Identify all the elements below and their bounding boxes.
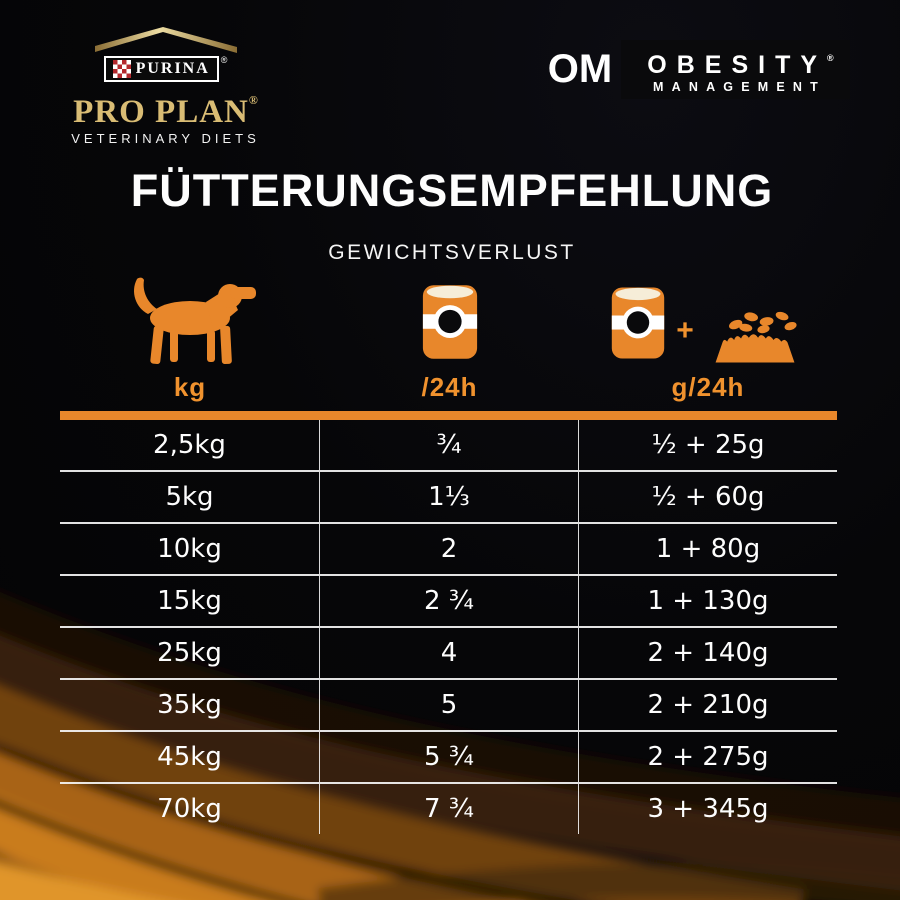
purina-wordmark: PURINA (135, 60, 210, 77)
can-plus-grams-cell: 3 + 345g (647, 794, 769, 824)
purina-checkerboard-icon (112, 60, 131, 78)
om-code: OM (547, 47, 613, 91)
cans-per-day-cell: 4 (320, 628, 579, 678)
purina-wordmark-box: PURINA (103, 56, 219, 82)
weight-cell: 70kg (60, 784, 320, 834)
table-row: 35kg 5 2 + 210g (60, 680, 837, 732)
banner-title: FÜTTERUNGSEMPFEHLUNG (130, 165, 774, 216)
table-row: 25kg 4 2 + 140g (60, 628, 837, 680)
column-label-kg: kg (173, 372, 207, 402)
table-icon-header: kg /24h (60, 268, 837, 403)
can-plus-grams-cell: 2 + 210g (647, 690, 769, 720)
weight-cell: 5kg (60, 472, 320, 522)
cans-per-day-cell: 1⅓ (320, 472, 579, 522)
feeding-table: 2,5kg ¾ ½ + 25g 5kg 1⅓ ½ + 60g 10kg 2 1 … (60, 411, 837, 834)
purina-registered-mark: ® (220, 55, 228, 65)
weight-cell: 15kg (60, 576, 320, 626)
obesity-registered-mark: ® (827, 52, 834, 63)
column-cans-per-day: /24h (320, 268, 579, 403)
obesity-management-box: OBESITY® MANAGEMENT (621, 40, 850, 99)
weight-cell: 10kg (60, 524, 320, 574)
table-rows: 2,5kg ¾ ½ + 25g 5kg 1⅓ ½ + 60g 10kg 2 1 … (60, 420, 837, 834)
om-obesity-management-badge: OM OBESITY® MANAGEMENT (533, 34, 856, 105)
pro-plan-wordmark: PRO PLAN® (73, 93, 258, 130)
feeding-recommendation-banner: FÜTTERUNGSEMPFEHLUNG (48, 160, 856, 222)
gold-chevron-icon (94, 27, 237, 53)
cans-per-day-cell: ¾ (320, 420, 579, 470)
kibble-bowl-icon (715, 311, 797, 363)
column-dog-weight: kg (60, 268, 320, 403)
weight-loss-subtitle: GEWICHTSVERLUST (328, 241, 576, 264)
table-row: 5kg 1⅓ ½ + 60g (60, 472, 837, 524)
cans-per-day-cell: 5 ¾ (320, 732, 579, 782)
table-row: 70kg 7 ¾ 3 + 345g (60, 784, 837, 834)
table-row: 10kg 2 1 + 80g (60, 524, 837, 576)
can-plus-grams-cell: 2 + 275g (647, 742, 769, 772)
can-plus-grams-cell: 1 + 130g (647, 586, 769, 616)
cans-per-day-cell: 2 ¾ (320, 576, 579, 626)
cans-per-day-cell: 2 (320, 524, 579, 574)
column-can-plus-kibble: + g/24h (579, 268, 837, 403)
column-label-cans: /24h (421, 372, 478, 402)
purina-pro-plan-logo: PURINA ® PRO PLAN® VETERINARY DIETS (58, 26, 273, 146)
can-icon (422, 285, 477, 359)
management-label: MANAGEMENT (653, 79, 826, 94)
table-row: 2,5kg ¾ ½ + 25g (60, 420, 837, 472)
column-label-grams: g/24h (671, 372, 745, 402)
table-row: 15kg 2 ¾ 1 + 130g (60, 576, 837, 628)
cans-per-day-cell: 7 ¾ (320, 784, 579, 834)
veterinary-diets-wordmark: VETERINARY DIETS (71, 131, 260, 146)
weight-cell: 45kg (60, 732, 320, 782)
plus-sign: + (676, 314, 694, 347)
table-row: 45kg 5 ¾ 2 + 275g (60, 732, 837, 784)
weight-cell: 25kg (60, 628, 320, 678)
can-plus-grams-cell: 1 + 80g (655, 534, 761, 564)
weight-cell: 2,5kg (60, 420, 320, 470)
can-plus-grams-cell: 2 + 140g (647, 638, 769, 668)
dog-icon (134, 277, 256, 365)
obesity-label: OBESITY® (647, 50, 834, 79)
table-top-bar (60, 411, 837, 420)
can-plus-grams-cell: ½ + 60g (651, 482, 765, 512)
pro-plan-registered-mark: ® (248, 93, 258, 107)
weight-cell: 35kg (60, 680, 320, 730)
cans-per-day-cell: 5 (320, 680, 579, 730)
can-icon (612, 287, 665, 359)
can-plus-grams-cell: ½ + 25g (651, 430, 765, 460)
